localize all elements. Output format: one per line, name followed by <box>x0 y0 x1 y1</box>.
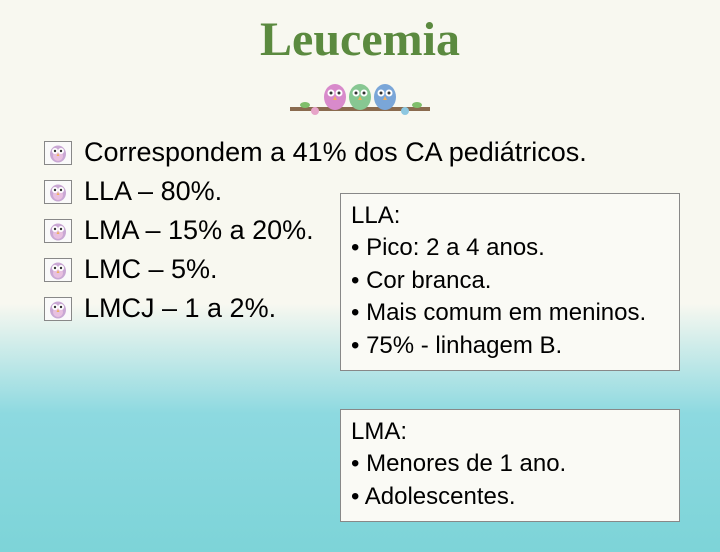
info-box-line: • Pico: 2 a 4 anos. <box>351 232 669 264</box>
info-box-header: LLA: <box>351 200 669 232</box>
bullet-row: Correspondem a 41% dos CA pediátricos. <box>44 137 720 168</box>
info-box-line: • Mais comum em meninos. <box>351 297 669 329</box>
info-box-line: • 75% - linhagem B. <box>351 330 669 362</box>
title-decoration <box>0 69 720 119</box>
info-box-lma: LMA:• Menores de 1 ano.• Adolescentes. <box>340 409 680 522</box>
owl-bullet-icon <box>44 141 72 165</box>
bullet-text: LMC – 5%. <box>84 254 218 285</box>
slide-title: Leucemia <box>0 12 720 67</box>
info-box-header: LMA: <box>351 416 669 448</box>
owl-bullet-icon <box>44 258 72 282</box>
bullet-text: LMA – 15% a 20%. <box>84 215 314 246</box>
bullet-text: Correspondem a 41% dos CA pediátricos. <box>84 137 587 168</box>
owl-bullet-icon <box>44 297 72 321</box>
info-box-line: • Menores de 1 ano. <box>351 448 669 480</box>
bullet-text: LLA – 80%. <box>84 176 222 207</box>
info-box-line: • Adolescentes. <box>351 481 669 513</box>
info-box-lla: LLA:• Pico: 2 a 4 anos.• Cor branca.• Ma… <box>340 193 680 371</box>
owls-on-branch-icon <box>285 69 435 119</box>
info-box-line: • Cor branca. <box>351 265 669 297</box>
owl-bullet-icon <box>44 219 72 243</box>
bullet-text: LMCJ – 1 a 2%. <box>84 293 276 324</box>
owl-bullet-icon <box>44 180 72 204</box>
